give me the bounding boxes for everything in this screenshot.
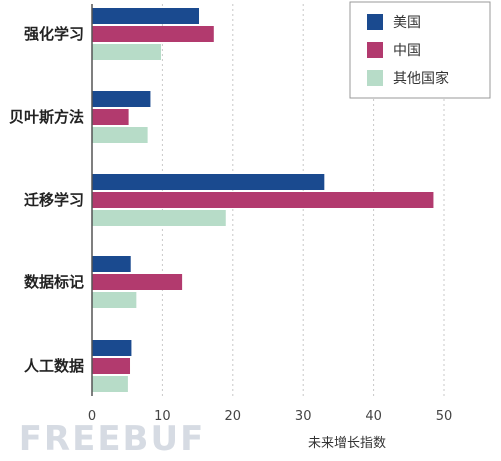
- watermark-logo: FREEBUF: [19, 419, 206, 459]
- legend-label: 其他国家: [393, 70, 449, 87]
- bar-4-series-1: [92, 256, 131, 272]
- category-label: 强化学习: [24, 25, 84, 43]
- bar-1-series-1: [92, 8, 200, 24]
- legend-swatch-1: [367, 14, 383, 30]
- bar-3-series-3: [92, 210, 226, 226]
- bar-5-series-1: [92, 340, 132, 356]
- bar-5-series-3: [92, 376, 128, 392]
- x-axis-title: 未来增长指数: [308, 436, 386, 451]
- x-tick-labels: 0 10 20 30 40 50: [88, 409, 452, 424]
- legend-label: 中国: [393, 43, 421, 59]
- bar-marks: [92, 8, 434, 392]
- bar-3-series-2: [92, 192, 434, 208]
- bar-3-series-1: [92, 174, 325, 190]
- category-label: 数据标记: [24, 273, 84, 291]
- legend-swatch-3: [367, 70, 383, 86]
- x-tick-label: 20: [225, 409, 242, 424]
- x-tick-label: 10: [154, 409, 171, 424]
- legend-label: 美国: [393, 15, 421, 31]
- bar-1-series-3: [92, 44, 161, 60]
- bar-1-series-2: [92, 26, 214, 42]
- category-label: 贝叶斯方法: [9, 108, 84, 126]
- x-tick-label: 0: [88, 409, 96, 424]
- x-tick-label: 40: [365, 409, 382, 424]
- x-tick-label: 50: [436, 409, 453, 424]
- bar-4-series-2: [92, 274, 183, 290]
- bar-2-series-1: [92, 91, 151, 107]
- category-label: 人工数据: [24, 357, 84, 375]
- bar-2-series-2: [92, 109, 129, 125]
- bar-4-series-3: [92, 292, 137, 308]
- bar-5-series-2: [92, 358, 131, 374]
- legend-swatch-2: [367, 42, 383, 58]
- x-tick-label: 30: [295, 409, 312, 424]
- bar-2-series-3: [92, 127, 148, 143]
- category-label: 迁移学习: [24, 191, 84, 209]
